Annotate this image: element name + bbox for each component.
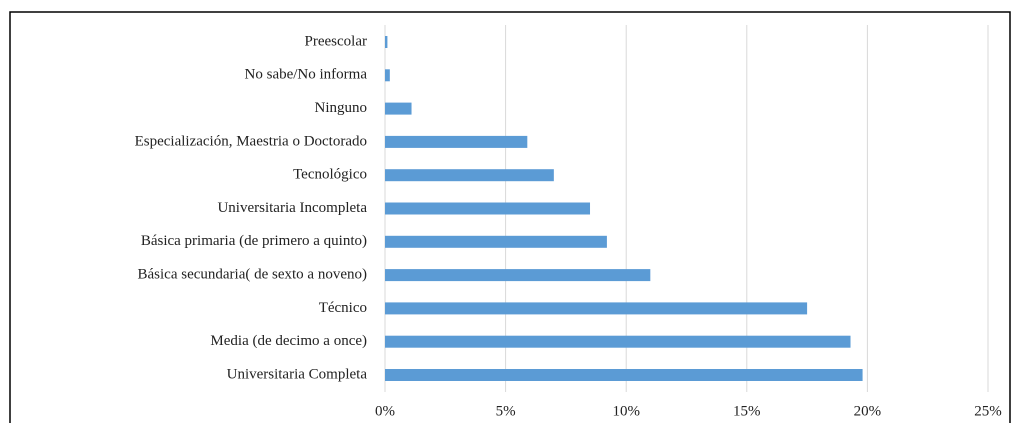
y-tick-label: Preescolar [305,33,367,49]
x-tick-label: 0% [375,403,395,419]
bar [385,202,591,215]
x-tick-label: 5% [496,403,516,419]
y-tick-label: Universitaria Incompleta [217,200,367,216]
x-tick-label: 15% [733,403,761,419]
bar [385,169,554,182]
bar [385,269,651,282]
y-tick-label: Básica secundaria( de sexto a noveno) [138,267,368,283]
x-tick-label: 20% [854,403,882,419]
y-tick-label: Tecnológico [293,167,367,183]
y-tick-label: Universitaria Completa [227,366,368,382]
x-tick-label: 25% [974,403,1002,419]
y-tick-label: Técnico [319,300,367,316]
y-tick-label: Básica primaria (de primero a quinto) [141,233,367,249]
y-tick-label: Media (de decimo a once) [210,333,367,349]
bar [385,36,388,48]
y-tick-label: Especialización, Maestria o Doctorado [135,133,367,149]
bar [385,69,390,82]
y-tick-label: No sabe/No informa [245,67,368,83]
y-tick-label: Ninguno [315,100,368,116]
bar [385,369,863,381]
chart-border [9,11,1011,423]
bar [385,102,412,115]
bar [385,235,607,248]
bar [385,335,851,348]
bar [385,135,528,148]
bar [385,302,808,315]
x-tick-label: 10% [612,403,640,419]
